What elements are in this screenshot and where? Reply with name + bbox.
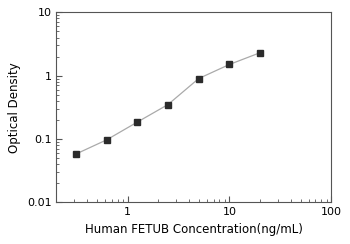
- X-axis label: Human FETUB Concentration(ng/mL): Human FETUB Concentration(ng/mL): [85, 223, 303, 236]
- Y-axis label: Optical Density: Optical Density: [8, 62, 21, 153]
